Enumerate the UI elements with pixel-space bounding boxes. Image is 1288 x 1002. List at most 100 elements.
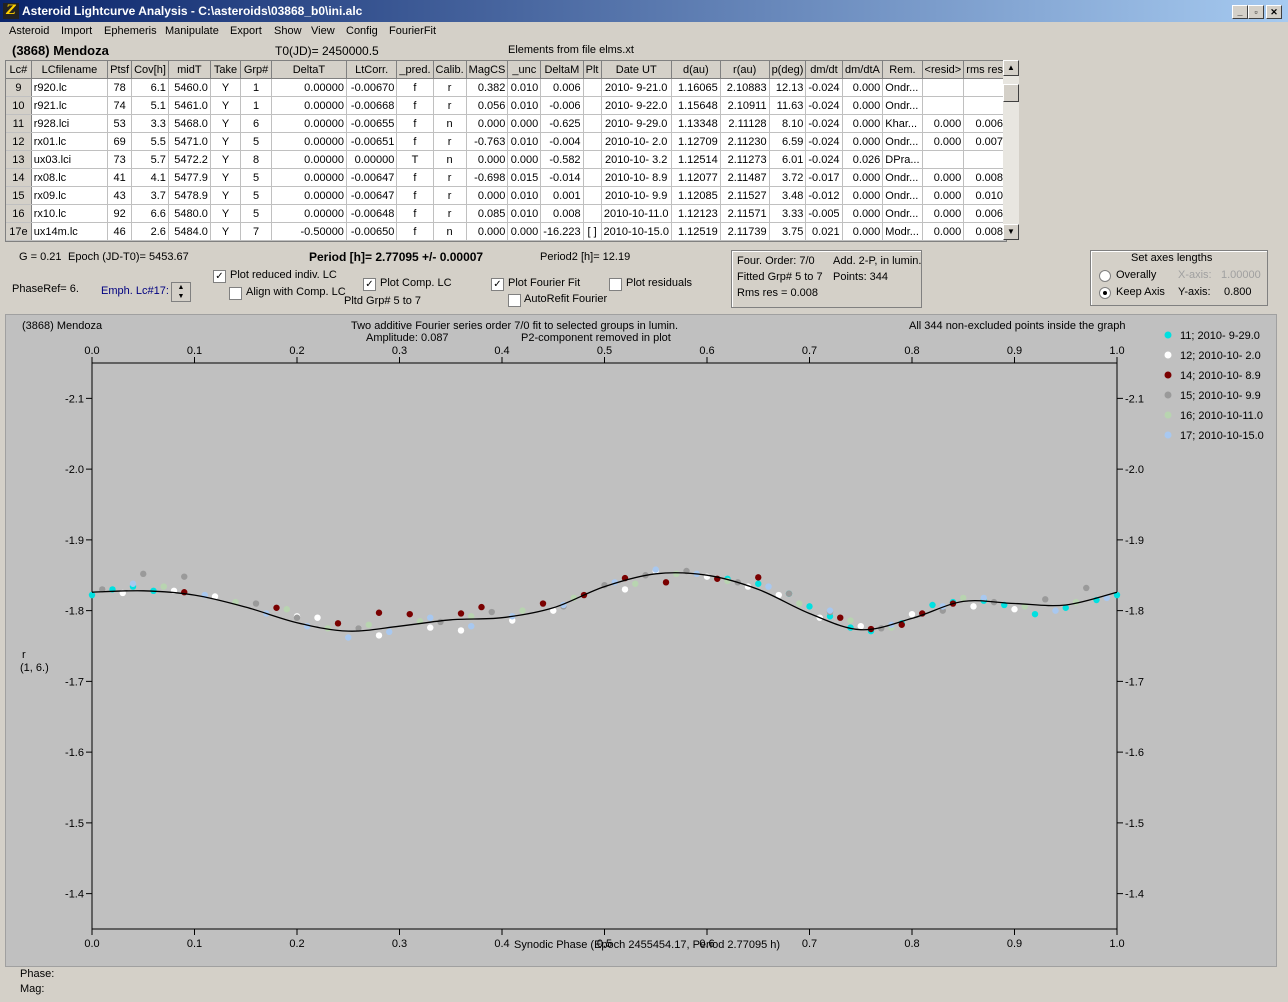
x-axis-value[interactable]: 1.00000: [1221, 269, 1261, 281]
table-row[interactable]: 15 rx09.lc 43 3.7 5478.9 Y 5 0.00000 -0.00647 f r 0…: [6, 186, 1006, 205]
data-point: [345, 634, 352, 641]
align-comp-checkbox[interactable]: [229, 287, 242, 300]
overall-radio[interactable]: [1099, 270, 1111, 282]
table-cell: r: [433, 132, 467, 151]
column-header[interactable]: _pred.: [396, 61, 434, 79]
table-cell: Ondr...: [882, 78, 923, 97]
table-cell: 0.000: [922, 204, 965, 223]
data-point: [621, 586, 629, 593]
legend-marker: [1164, 371, 1172, 379]
table-row[interactable]: 9 r920.lc 78 6.1 5460.0 Y 1 0.00000 -0.00670 f r 0.…: [6, 78, 1006, 97]
row-header[interactable]: 9: [6, 78, 32, 97]
column-header[interactable]: dm/dt: [805, 61, 843, 79]
emph-lc-label: Emph. Lc#17:: [101, 285, 169, 297]
table-row[interactable]: 17e ux14m.lc 46 2.6 5484.0 Y 7 -0.50000 -0.00650…: [6, 222, 1006, 241]
column-header[interactable]: Take: [210, 61, 242, 79]
plot-fourier-checkbox[interactable]: ✓: [491, 278, 504, 291]
table-cell: -0.024: [805, 132, 843, 151]
minimize-button[interactable]: _: [1232, 5, 1248, 19]
column-header[interactable]: rms res: [963, 61, 1006, 79]
app-icon[interactable]: Z: [3, 3, 19, 19]
scroll-up-icon[interactable]: ▲: [1003, 60, 1019, 76]
legend-entry: 14; 2010-10- 8.9: [1180, 370, 1261, 382]
plot-fourier-label: Plot Fourier Fit: [508, 277, 581, 289]
scroll-thumb[interactable]: [1003, 84, 1019, 102]
row-header[interactable]: 15: [6, 186, 32, 205]
close-button[interactable]: ✕: [1266, 5, 1282, 19]
column-header[interactable]: <resid>: [922, 61, 965, 79]
table-row[interactable]: 12 rx01.lc 69 5.5 5471.0 Y 5 0.00000 -0.00651 f r -…: [6, 132, 1006, 151]
menu-fourierfit[interactable]: FourierFit: [389, 25, 437, 37]
table-cell: 2010-10-15.0: [601, 222, 672, 241]
data-point: [252, 600, 260, 607]
column-header[interactable]: Plt: [583, 61, 602, 79]
column-header[interactable]: dm/dtA: [842, 61, 884, 79]
menu-manipulate[interactable]: Manipulate: [165, 25, 219, 37]
maximize-button[interactable]: ▫: [1248, 5, 1264, 19]
y-axis-value[interactable]: 0.800: [1224, 286, 1252, 298]
lightcurve-plot[interactable]: (3868) Mendoza Two additive Fourier seri…: [5, 314, 1277, 967]
table-cell: 1.15648: [671, 96, 721, 115]
menu-view[interactable]: View: [311, 25, 335, 37]
column-header[interactable]: Lc#: [6, 61, 32, 79]
lightcurve-table[interactable]: Lc# LCfilename Ptsf Cov[h] midT Take Grp# Delta…: [5, 60, 1007, 242]
row-header[interactable]: 11: [6, 114, 32, 133]
row-header[interactable]: 14: [6, 168, 32, 187]
column-header[interactable]: d(au): [671, 61, 721, 79]
data-point: [1083, 584, 1090, 592]
menu-ephemeris[interactable]: Ephemeris: [104, 25, 157, 37]
table-cell: 0.006: [963, 114, 1006, 133]
menu-show[interactable]: Show: [274, 25, 302, 37]
table-cell: -0.014: [540, 168, 584, 187]
table-row[interactable]: 16 rx10.lc 92 6.6 5480.0 Y 5 0.00000 -0.00648 f r 0…: [6, 204, 1006, 223]
column-header[interactable]: Date UT: [601, 61, 672, 79]
row-header[interactable]: 12: [6, 132, 32, 151]
column-header[interactable]: p(deg): [769, 61, 807, 79]
plot-reduced-checkbox[interactable]: ✓: [213, 270, 226, 283]
table-cell: 0.026: [842, 150, 884, 169]
table-cell: n: [433, 150, 467, 169]
menu-import[interactable]: Import: [61, 25, 93, 37]
menu-config[interactable]: Config: [346, 25, 378, 37]
column-header[interactable]: _unc: [507, 61, 542, 79]
column-header[interactable]: MagCS: [466, 61, 509, 79]
row-header[interactable]: 17e: [6, 222, 32, 241]
plot-residuals-checkbox[interactable]: [609, 278, 622, 291]
autorefit-label: AutoRefit Fourier: [524, 293, 608, 305]
column-header[interactable]: r(au): [720, 61, 770, 79]
row-header[interactable]: 13: [6, 150, 32, 169]
table-cell: -0.763: [466, 132, 509, 151]
column-header[interactable]: Cov[h]: [131, 61, 169, 79]
emph-lc-spinner[interactable]: ▲ ▼: [171, 282, 191, 302]
column-header[interactable]: midT: [168, 61, 211, 79]
column-header[interactable]: LtCorr.: [346, 61, 398, 79]
column-header[interactable]: DeltaM: [540, 61, 584, 79]
table-cell: 43: [107, 186, 133, 205]
menu-export[interactable]: Export: [230, 25, 262, 37]
row-header[interactable]: 10: [6, 96, 32, 115]
column-header[interactable]: LCfilename: [31, 61, 109, 79]
table-cell: 0.000: [922, 222, 965, 241]
column-header[interactable]: DeltaT: [271, 61, 347, 79]
data-point: [273, 604, 280, 611]
column-header[interactable]: Calib.: [433, 61, 467, 79]
table-row[interactable]: 10 r921.lc 74 5.1 5461.0 Y 1 0.00000 -0.00668 f r 0…: [6, 96, 1006, 115]
table-cell: f: [396, 186, 434, 205]
table-row[interactable]: 11 r928.lci 53 3.3 5468.0 Y 6 0.00000 -0.00655 f n…: [6, 114, 1006, 133]
menu-asteroid[interactable]: Asteroid: [9, 25, 50, 37]
column-header[interactable]: Grp#: [240, 61, 272, 79]
table-scrollbar[interactable]: ▲ ▼: [1003, 60, 1019, 240]
scroll-down-icon[interactable]: ▼: [1003, 224, 1019, 240]
plot-comp-checkbox[interactable]: ✓: [363, 278, 376, 291]
y-tick-label-right: -1.5: [1125, 818, 1144, 830]
table-cell: 2010-10- 2.0: [601, 132, 672, 151]
legend-entry: 17; 2010-10-15.0: [1180, 430, 1264, 442]
column-header[interactable]: Rem.: [882, 61, 923, 79]
column-header[interactable]: Ptsf: [107, 61, 133, 79]
row-header[interactable]: 16: [6, 204, 32, 223]
autorefit-checkbox[interactable]: [508, 294, 521, 307]
keep-axis-radio[interactable]: [1099, 287, 1111, 299]
data-point: [662, 579, 670, 586]
table-row[interactable]: 14 rx08.lc 41 4.1 5477.9 Y 5 0.00000 -0.00647 f r -…: [6, 168, 1006, 187]
